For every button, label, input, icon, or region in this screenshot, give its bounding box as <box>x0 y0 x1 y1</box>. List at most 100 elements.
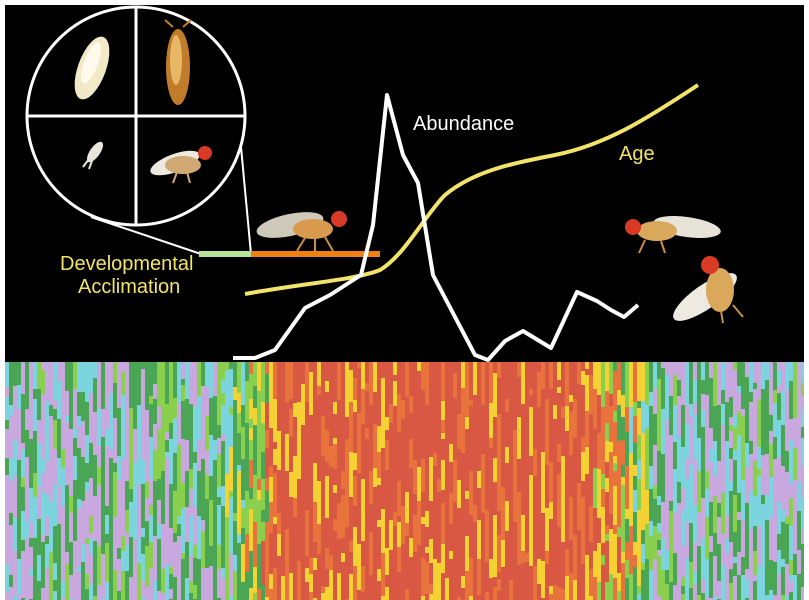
heatmap-cell <box>573 362 578 400</box>
heatmap-cell <box>37 362 42 390</box>
heatmap-cell <box>109 393 114 436</box>
heatmap-cell <box>641 544 646 558</box>
heatmap-cell <box>89 516 94 534</box>
heatmap-cell <box>425 476 430 512</box>
heatmap-cell <box>729 569 734 578</box>
heatmap-cell <box>29 522 34 539</box>
heatmap-cell <box>313 558 318 571</box>
heatmap-cell <box>361 549 366 567</box>
heatmap-cell <box>377 527 382 570</box>
heatmap-cell <box>673 362 678 376</box>
heatmap-cell <box>401 400 406 420</box>
heatmap-cell <box>477 400 482 435</box>
heatmap-cell <box>729 481 734 492</box>
heatmap-cell <box>533 522 538 567</box>
heatmap-cell <box>373 424 378 458</box>
heatmap-cell <box>213 396 218 434</box>
heatmap-cell <box>13 511 18 519</box>
heatmap-cell <box>405 416 410 425</box>
heatmap-cell <box>133 362 138 394</box>
heatmap-cell <box>33 473 38 498</box>
heatmap-cell <box>145 521 150 547</box>
heatmap-cell <box>25 546 30 562</box>
heatmap-cell <box>637 533 642 556</box>
heatmap-cell <box>245 511 250 535</box>
heatmap-cell <box>473 362 478 385</box>
heatmap-cell <box>209 362 214 399</box>
heatmap-cell <box>325 362 330 382</box>
heatmap-cell <box>281 362 286 403</box>
heatmap-cell <box>561 362 566 408</box>
heatmap-cell <box>341 538 346 554</box>
heatmap-cell <box>21 394 26 428</box>
heatmap-cell <box>621 552 626 564</box>
heatmap-cell <box>273 524 278 569</box>
heatmap-cell <box>413 468 418 495</box>
heatmap-cell <box>673 530 678 545</box>
heatmap-cell <box>617 362 622 391</box>
heatmap-cell <box>229 407 234 416</box>
heatmap-cell <box>169 528 174 568</box>
heatmap-cell <box>757 399 762 435</box>
heatmap-cell <box>181 439 186 484</box>
heatmap-cell <box>613 411 618 423</box>
dev-bar-light-segment <box>199 251 251 257</box>
heatmap-cell <box>641 401 646 434</box>
heatmap-cell <box>153 362 158 385</box>
heatmap-cell <box>289 497 294 540</box>
heatmap-cell <box>81 421 86 458</box>
heatmap-cell <box>373 392 378 416</box>
heatmap-cell <box>385 417 390 431</box>
heatmap-cell <box>161 593 166 600</box>
heatmap-cell <box>105 498 110 507</box>
heatmap-cell <box>773 562 778 596</box>
heatmap-cell <box>29 445 34 470</box>
heatmap-cell <box>185 578 190 590</box>
heatmap-cell <box>421 429 426 460</box>
heatmap-cell <box>337 573 342 600</box>
heatmap-cell <box>189 447 194 470</box>
heatmap-cell <box>477 550 482 560</box>
heatmap-cell <box>385 470 390 509</box>
heatmap-cell <box>233 362 238 388</box>
heatmap-cell <box>577 561 582 581</box>
heatmap-cell <box>209 476 214 501</box>
heatmap-cell <box>313 508 318 543</box>
heatmap-cell <box>425 405 430 416</box>
heatmap-cell <box>537 362 542 373</box>
heatmap-cell <box>349 402 354 437</box>
heatmap-cell <box>457 508 462 538</box>
heatmap-cell <box>285 491 290 530</box>
heatmap-cell <box>289 437 294 473</box>
heatmap-cell <box>13 551 18 596</box>
heatmap-cell <box>497 598 502 600</box>
heatmap-cell <box>21 511 26 541</box>
heatmap-cell <box>733 576 738 600</box>
heatmap-cell <box>429 594 434 600</box>
heatmap-cell <box>577 530 582 562</box>
heatmap-cell <box>709 536 714 553</box>
heatmap-cell <box>365 362 370 384</box>
heatmap-cell <box>257 589 262 600</box>
heatmap-cell <box>333 574 338 600</box>
heatmap-cell <box>361 362 366 390</box>
heatmap-cell <box>469 558 474 582</box>
heatmap-cell <box>569 497 574 541</box>
heatmap-cell <box>665 570 670 585</box>
heatmap-cell <box>713 385 718 407</box>
heatmap-cell <box>581 371 586 386</box>
heatmap-cell <box>533 362 538 396</box>
heatmap-cell <box>417 571 422 600</box>
heatmap-cell <box>493 482 498 516</box>
heatmap-cell <box>745 443 750 468</box>
heatmap-cell <box>225 517 230 563</box>
heatmap-cell <box>81 457 86 502</box>
heatmap-cell <box>5 397 10 421</box>
heatmap-cell <box>153 450 158 482</box>
heatmap-cell <box>317 432 322 471</box>
heatmap-cell <box>5 458 10 476</box>
heatmap-cell <box>433 559 438 597</box>
heatmap-cell <box>797 421 802 457</box>
heatmap-cell <box>69 575 74 582</box>
heatmap-cell <box>193 527 198 546</box>
